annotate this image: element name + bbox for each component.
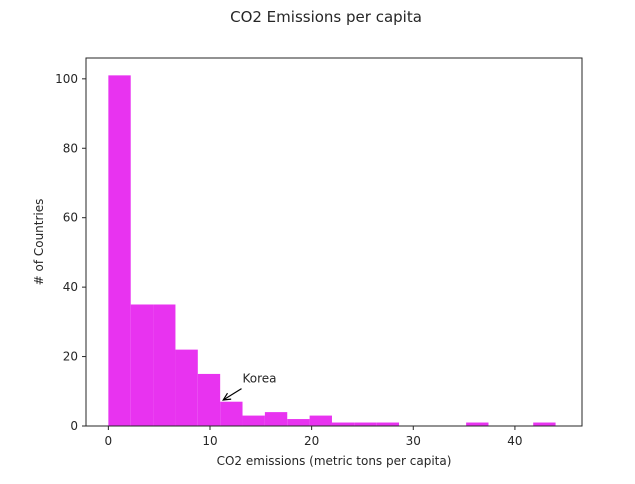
histogram-bar — [108, 75, 131, 426]
x-tick-label: 0 — [105, 434, 113, 448]
histogram-bar — [466, 422, 489, 426]
x-tick-label: 40 — [507, 434, 522, 448]
histogram-bar — [309, 415, 332, 426]
histogram-bar — [242, 415, 265, 426]
y-axis-label: # of Countries — [32, 199, 46, 286]
y-tick-label: 0 — [70, 419, 78, 433]
korea-annotation: Korea — [222, 372, 277, 401]
chart-title: CO2 Emissions per capita — [230, 8, 422, 26]
y-tick-label: 40 — [63, 280, 78, 294]
y-tick-label: 60 — [63, 211, 78, 225]
annotation-arrow-line — [222, 388, 242, 401]
histogram-bar — [197, 373, 221, 426]
x-tick-label: 20 — [304, 434, 319, 448]
y-axis-ticks: 0 20 40 60 80 100 — [55, 72, 86, 433]
histogram-bar — [175, 349, 198, 426]
y-tick-label: 80 — [63, 141, 78, 155]
y-tick-label: 20 — [63, 350, 78, 364]
annotation-label: Korea — [243, 372, 277, 386]
histogram-bar — [533, 422, 556, 426]
annotation-arrow-head — [222, 392, 232, 401]
histogram-bar — [220, 401, 243, 426]
x-axis-label: CO2 emissions (metric tons per capita) — [217, 454, 452, 468]
histogram-bar — [354, 422, 377, 426]
histogram-bar — [376, 422, 400, 426]
histogram-bar — [287, 419, 310, 426]
bars-group — [108, 75, 556, 426]
histogram-bar — [153, 304, 176, 426]
x-tick-label: 10 — [202, 434, 217, 448]
histogram-bar — [130, 304, 154, 426]
histogram-bar — [331, 422, 355, 426]
x-tick-label: 30 — [406, 434, 421, 448]
histogram-bar — [264, 412, 288, 426]
plot-area-frame — [85, 57, 583, 427]
x-axis-ticks: 0 10 20 30 40 — [105, 426, 523, 448]
y-tick-label: 100 — [55, 72, 78, 86]
